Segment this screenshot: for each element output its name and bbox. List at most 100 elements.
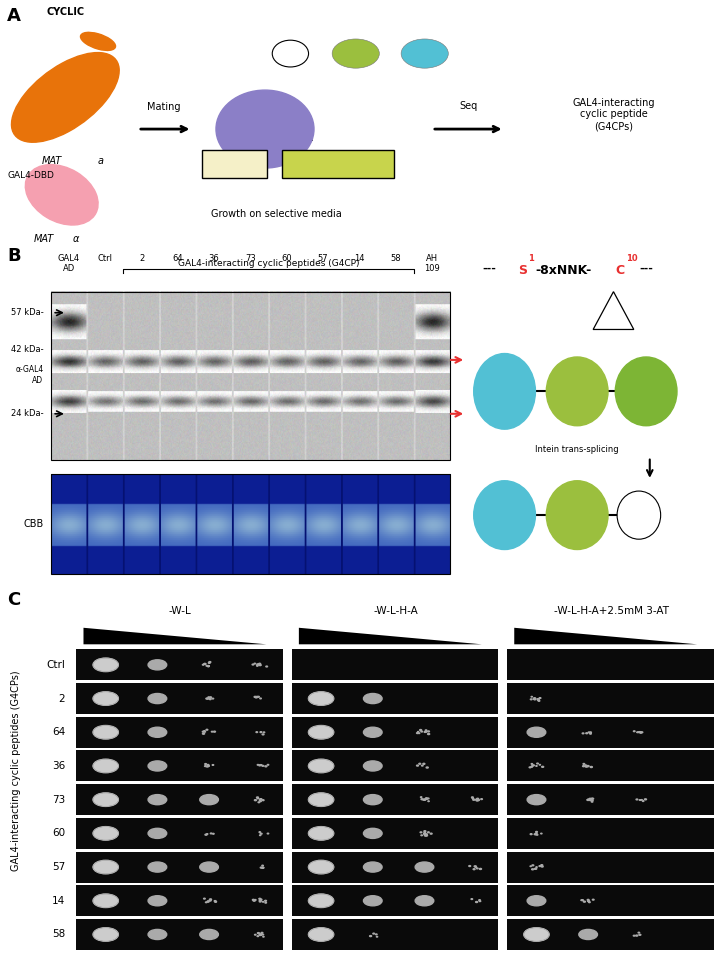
Ellipse shape <box>205 834 207 836</box>
Ellipse shape <box>260 899 262 900</box>
Ellipse shape <box>537 699 539 700</box>
Ellipse shape <box>25 164 98 225</box>
Ellipse shape <box>636 935 637 936</box>
FancyBboxPatch shape <box>507 717 714 748</box>
Ellipse shape <box>645 798 646 800</box>
Text: -W-L-H-A: -W-L-H-A <box>373 605 418 616</box>
Text: GAL4-DBD: GAL4-DBD <box>7 171 54 180</box>
Text: GAL4
AD: GAL4 AD <box>494 505 515 525</box>
Ellipse shape <box>415 896 434 906</box>
Ellipse shape <box>425 798 428 799</box>
Text: ---: --- <box>640 265 653 274</box>
Ellipse shape <box>364 795 382 805</box>
Ellipse shape <box>364 828 382 838</box>
Ellipse shape <box>207 698 209 699</box>
Ellipse shape <box>424 833 425 834</box>
Ellipse shape <box>524 927 549 942</box>
Text: MAT: MAT <box>34 234 54 244</box>
Ellipse shape <box>209 899 211 900</box>
FancyBboxPatch shape <box>76 784 283 816</box>
Ellipse shape <box>259 665 261 666</box>
Ellipse shape <box>420 730 422 731</box>
Ellipse shape <box>417 765 418 766</box>
Ellipse shape <box>364 761 382 771</box>
Ellipse shape <box>364 693 382 704</box>
Ellipse shape <box>370 936 372 937</box>
Ellipse shape <box>534 698 535 699</box>
Ellipse shape <box>364 727 382 737</box>
Text: 14: 14 <box>354 254 364 263</box>
Ellipse shape <box>254 696 256 697</box>
Ellipse shape <box>12 53 119 142</box>
Ellipse shape <box>309 759 334 773</box>
Ellipse shape <box>93 927 118 942</box>
Ellipse shape <box>309 793 334 806</box>
Ellipse shape <box>265 766 267 767</box>
Ellipse shape <box>541 864 543 865</box>
Ellipse shape <box>148 862 167 872</box>
Text: 24 kDa-: 24 kDa- <box>11 410 44 418</box>
Ellipse shape <box>477 798 478 799</box>
Ellipse shape <box>547 480 608 549</box>
Ellipse shape <box>93 759 118 773</box>
Ellipse shape <box>93 658 118 671</box>
Ellipse shape <box>579 929 597 940</box>
Text: 57: 57 <box>52 862 65 872</box>
Ellipse shape <box>207 766 209 767</box>
Text: GAL4-interacting cyclic peptides (G4CP): GAL4-interacting cyclic peptides (G4CP) <box>178 259 359 267</box>
Ellipse shape <box>589 798 591 799</box>
Ellipse shape <box>527 727 546 737</box>
Ellipse shape <box>216 90 314 168</box>
Ellipse shape <box>364 862 382 872</box>
Ellipse shape <box>476 800 478 801</box>
Ellipse shape <box>93 827 118 840</box>
Ellipse shape <box>93 726 118 739</box>
Text: InteinC: InteinC <box>342 49 370 58</box>
Text: A: A <box>7 8 21 25</box>
Ellipse shape <box>259 934 261 935</box>
Ellipse shape <box>415 862 434 872</box>
Text: 14: 14 <box>52 896 65 905</box>
Ellipse shape <box>585 766 587 767</box>
Text: 1: 1 <box>529 254 534 263</box>
Ellipse shape <box>93 793 118 806</box>
Ellipse shape <box>261 867 262 868</box>
Ellipse shape <box>473 480 535 549</box>
Text: GAL4-BD: GAL4-BD <box>242 124 287 134</box>
Text: InteinC: InteinC <box>565 512 590 519</box>
Ellipse shape <box>93 894 118 907</box>
Ellipse shape <box>272 40 309 67</box>
FancyBboxPatch shape <box>76 852 283 882</box>
Text: 2: 2 <box>139 254 144 263</box>
Text: Ctrl: Ctrl <box>98 254 113 263</box>
Ellipse shape <box>425 835 428 836</box>
Text: GAL4
AD: GAL4 AD <box>494 382 515 401</box>
Ellipse shape <box>473 353 535 429</box>
FancyBboxPatch shape <box>292 751 498 781</box>
Ellipse shape <box>424 831 426 832</box>
Text: Intein trans-splicing: Intein trans-splicing <box>535 445 619 455</box>
Text: ---: --- <box>483 265 497 274</box>
Text: CBB: CBB <box>23 519 44 529</box>
Text: B: B <box>7 247 21 265</box>
Ellipse shape <box>254 799 256 800</box>
Ellipse shape <box>309 726 334 739</box>
Ellipse shape <box>200 929 219 940</box>
Ellipse shape <box>200 795 219 805</box>
Ellipse shape <box>148 795 167 805</box>
FancyBboxPatch shape <box>76 751 283 781</box>
Text: Ctrl: Ctrl <box>46 660 65 669</box>
Text: AH
109: AH 109 <box>424 254 440 273</box>
FancyBboxPatch shape <box>282 150 394 178</box>
Ellipse shape <box>206 766 208 767</box>
Ellipse shape <box>590 767 592 768</box>
Ellipse shape <box>426 767 428 768</box>
Text: 58: 58 <box>52 929 65 940</box>
Text: Growth on selective media: Growth on selective media <box>211 209 341 220</box>
Polygon shape <box>593 291 634 329</box>
FancyBboxPatch shape <box>507 852 714 882</box>
Text: GAL4
AD: GAL4 AD <box>415 44 435 63</box>
Ellipse shape <box>148 727 167 737</box>
Ellipse shape <box>473 799 475 800</box>
Ellipse shape <box>256 797 258 798</box>
